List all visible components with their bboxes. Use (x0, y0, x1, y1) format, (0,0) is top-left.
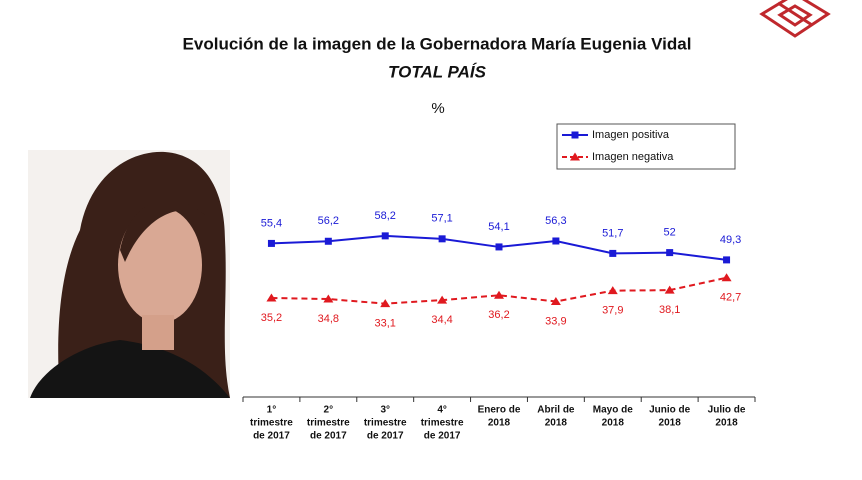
x-tick-label: 1° (267, 405, 277, 416)
legend (556, 123, 736, 170)
data-label: 34,8 (318, 313, 339, 325)
line (271, 276, 727, 305)
point (323, 294, 334, 303)
data-label: 33,9 (545, 315, 566, 327)
x-tick-label: de 2017 (253, 431, 290, 442)
point (381, 232, 389, 240)
photo (28, 150, 231, 398)
x-tick-label: Abril de (537, 405, 575, 416)
x-tick-label: de 2017 (424, 431, 461, 442)
x-tick-label: 4° (437, 405, 447, 416)
point (266, 293, 277, 302)
x-tick-label: Enero de (478, 405, 521, 416)
data-label: 56,3 (545, 215, 566, 227)
data-label: 35,2 (261, 312, 282, 324)
x-tick-label: trimestre (364, 418, 407, 429)
data-label: 38,1 (659, 304, 680, 316)
point (552, 237, 560, 245)
x-tick-label: 2018 (488, 418, 511, 429)
point (721, 273, 732, 282)
x-tick-label: Mayo de (593, 405, 633, 416)
point (550, 296, 561, 305)
data-label: 56,2 (318, 215, 339, 227)
point (437, 295, 448, 304)
point (495, 243, 503, 251)
x-tick-label: 3° (380, 405, 390, 416)
x-tick-label: 2° (324, 405, 334, 416)
x-tick-label: Junio de (649, 405, 691, 416)
data-label: 33,1 (375, 318, 396, 330)
data-label: 51,7 (602, 227, 623, 239)
legend-label: Imagen negativa (592, 151, 674, 163)
x-tick-label: trimestre (307, 418, 350, 429)
point (267, 239, 275, 247)
data-label: 42,7 (720, 292, 741, 304)
data-label: 58,2 (375, 210, 396, 222)
chart-title: Evolución de la imagen de la Gobernadora… (183, 34, 692, 53)
x-tick-label: de 2017 (310, 431, 347, 442)
data-label: 54,1 (488, 221, 509, 233)
x-tick-label: Julio de (708, 405, 746, 416)
legend-marker (570, 152, 580, 161)
x-tick-label: 2018 (659, 418, 682, 429)
point (723, 256, 731, 264)
x-tick-label: 2018 (715, 418, 738, 429)
point (609, 249, 617, 257)
point (666, 249, 674, 257)
x-tick-label: trimestre (250, 418, 293, 429)
point (324, 237, 332, 245)
x-tick-label: trimestre (421, 418, 464, 429)
data-label: 55,4 (261, 217, 282, 229)
point (494, 290, 504, 299)
data-label: 36,2 (488, 309, 509, 321)
data-label: 49,3 (720, 234, 741, 246)
logo (759, 0, 831, 38)
x-tick-label: de 2017 (367, 431, 404, 442)
legend-label: Imagen positiva (592, 129, 670, 141)
chart-subtitle: TOTAL PAÍS (388, 62, 487, 81)
data-label: 57,1 (431, 213, 452, 225)
point (664, 285, 675, 294)
x-tick-label: 2018 (602, 418, 625, 429)
point (607, 286, 618, 295)
unit-label: % (431, 100, 444, 117)
x-tick-label: 2018 (545, 418, 568, 429)
point (380, 299, 391, 308)
point (438, 235, 446, 243)
data-label: 34,4 (431, 314, 452, 326)
legend-marker (571, 131, 579, 139)
data-label: 37,9 (602, 305, 623, 317)
data-label: 52 (664, 227, 676, 239)
